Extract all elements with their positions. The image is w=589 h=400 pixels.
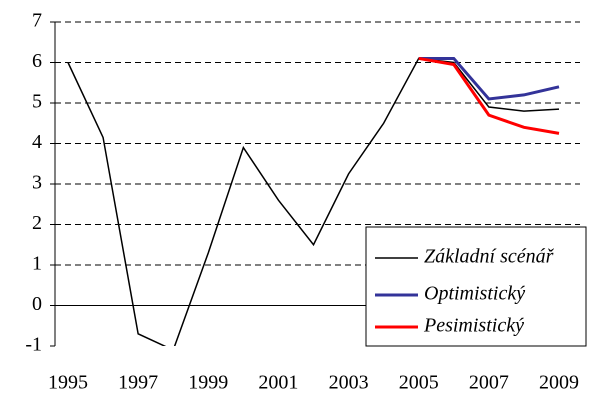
y-tick-label: 4 (32, 131, 42, 153)
legend-label: Pesimistický (423, 315, 524, 337)
y-tick-label: 7 (32, 10, 42, 32)
x-tick-label: 2005 (399, 372, 439, 394)
y-tick-label: 2 (32, 212, 42, 234)
x-tick-label: 1997 (118, 372, 158, 394)
legend-label: Základní scénář (424, 246, 555, 268)
x-tick-label: 2009 (539, 372, 579, 394)
y-tick-label: -1 (25, 334, 42, 356)
x-tick-label: 2003 (329, 372, 369, 394)
y-tick-label: 3 (32, 172, 42, 194)
x-tick-label: 1999 (188, 372, 228, 394)
y-tick-label: 6 (32, 50, 42, 72)
line-series (67, 57, 560, 346)
y-tick-label: 1 (32, 253, 42, 275)
plot-area (67, 56, 560, 346)
line-series (418, 56, 560, 101)
y-tick-label: 5 (32, 91, 42, 113)
x-tick-label: 2001 (258, 372, 298, 394)
x-tick-label: 1995 (48, 372, 88, 394)
line-series (418, 56, 560, 135)
y-tick-label: 0 (32, 293, 42, 315)
x-tick-label: 2007 (469, 372, 509, 394)
legend-label: Optimistický (424, 283, 525, 305)
legend: Základní scénář Optimistický Pesimistický (365, 226, 587, 347)
